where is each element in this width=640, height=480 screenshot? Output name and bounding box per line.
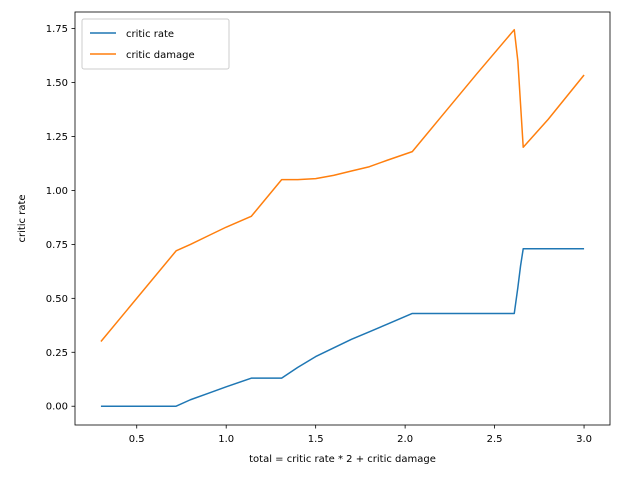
legend-box — [81, 18, 230, 70]
legend-label-critic-damage: critic damage — [126, 50, 195, 61]
y-tick-label: 0.75 — [46, 240, 68, 251]
y-tick-label: 1.50 — [46, 78, 68, 89]
series-layer — [100, 28, 585, 407]
series-line-critic-damage — [100, 28, 585, 342]
y-tick-label: 0.00 — [46, 402, 68, 413]
x-tick-label: 3.0 — [576, 434, 592, 445]
series-line-critic-rate — [100, 247, 585, 407]
x-tick-label: 1.0 — [218, 434, 234, 445]
y-tick-label: 0.50 — [46, 294, 68, 305]
x-axis-label: total = critic rate * 2 + critic damage — [249, 454, 436, 465]
x-tick-label: 1.5 — [308, 434, 324, 445]
x-tick-label: 2.5 — [487, 434, 503, 445]
x-tick-label: 0.5 — [129, 434, 145, 445]
plot-frame — [74, 11, 611, 426]
y-tick-label: 0.25 — [46, 348, 68, 359]
y-tick-label: 1.00 — [46, 186, 68, 197]
y-axis-label: critic rate — [17, 194, 28, 242]
x-axis: 0.5 1.0 1.5 2.0 2.5 3.0 — [129, 425, 592, 445]
x-tick-label: 2.0 — [397, 434, 413, 445]
y-tick-label: 1.75 — [46, 24, 68, 35]
legend-label-critic-rate: critic rate — [126, 29, 174, 40]
y-tick-label: 1.25 — [46, 132, 68, 143]
y-axis: 0.00 0.25 0.50 0.75 1.00 1.25 1.50 1.75 — [46, 24, 75, 413]
legend: critic rate critic damage — [81, 18, 230, 70]
